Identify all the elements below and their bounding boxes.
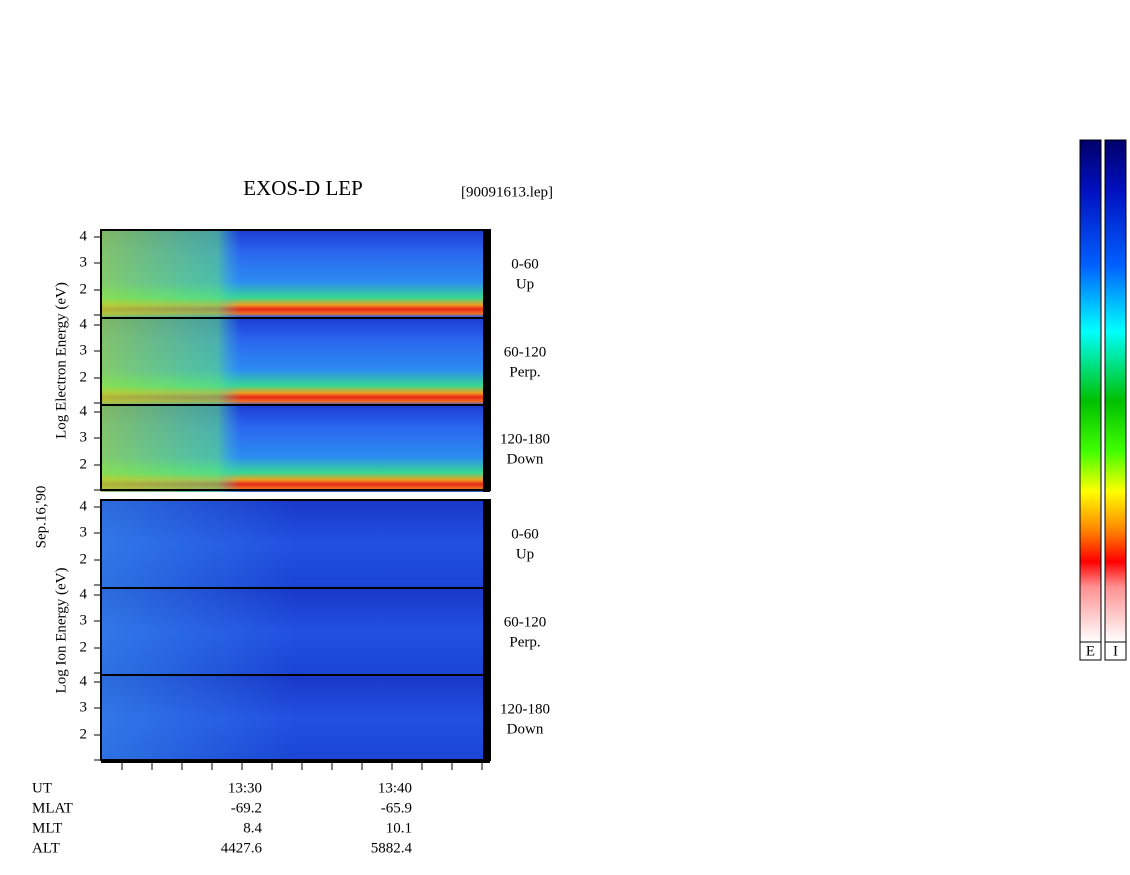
spectrogram-overlay: [101, 675, 490, 762]
colorbar-label: I: [1113, 643, 1118, 659]
row-name: MLT: [32, 820, 62, 836]
row-value: -69.2: [231, 800, 262, 816]
row-value: -65.9: [381, 800, 412, 816]
colorbar-label: E: [1086, 643, 1095, 659]
y-tick-label: 3: [80, 429, 88, 445]
y-tick-label: 2: [80, 551, 88, 567]
row-value: 10.1: [386, 820, 412, 836]
angle-label: 120-180: [500, 431, 550, 447]
direction-label: Down: [507, 451, 544, 467]
spectrogram-overlay: [101, 500, 490, 587]
direction-label: Perp.: [509, 634, 540, 650]
spectrogram-overlay: [101, 588, 490, 675]
angle-label: 0-60: [511, 526, 539, 542]
angle-label: 0-60: [511, 256, 539, 272]
colorbar: [1079, 139, 1102, 643]
data-gap: [483, 675, 490, 762]
data-gap: [483, 588, 490, 675]
y-tick-label: 2: [80, 639, 88, 655]
angle-label: 120-180: [500, 701, 550, 717]
angle-label: 60-120: [504, 614, 547, 630]
y-tick-label: 2: [80, 369, 88, 385]
row-value: 5882.4: [371, 840, 413, 856]
colorbar: [1104, 139, 1127, 643]
data-gap: [483, 318, 490, 405]
y-tick-label: 2: [80, 456, 88, 472]
y-tick-label: 2: [80, 726, 88, 742]
y-tick-label: 4: [80, 316, 88, 332]
y-tick-label: 3: [80, 699, 88, 715]
y-tick-label: 3: [80, 524, 88, 540]
angle-label: 60-120: [504, 344, 547, 360]
y-tick-label: 4: [80, 586, 88, 602]
direction-label: Up: [516, 546, 534, 562]
row-value: 8.4: [243, 820, 262, 836]
y-tick-label: 4: [80, 228, 88, 244]
y-tick-label: 3: [80, 612, 88, 628]
y-tick-label: 4: [80, 498, 88, 514]
date: Sep.16,'90: [33, 486, 49, 549]
colorbar-label-box: [1079, 641, 1102, 661]
data-gap: [483, 405, 490, 492]
row-value: 13:40: [378, 780, 412, 796]
spectrogram-overlay: [101, 318, 490, 405]
row-value: 4427.6: [221, 840, 263, 856]
file-name: [90091613.lep]: [461, 184, 553, 200]
title: EXOS-D LEP: [243, 176, 363, 200]
data-gap: [483, 500, 490, 587]
y-tick-label: 3: [80, 254, 88, 270]
y-tick-label: 4: [80, 673, 88, 689]
y-axis-label: Log Ion Energy (eV): [53, 568, 69, 694]
y-tick-label: 3: [80, 342, 88, 358]
data-gap: [483, 230, 490, 317]
row-name: ALT: [32, 840, 60, 856]
y-tick-label: 2: [80, 281, 88, 297]
row-name: MLAT: [32, 800, 73, 816]
spectrogram-overlay: [101, 405, 490, 492]
direction-label: Down: [507, 721, 544, 737]
group-frame: [100, 499, 491, 761]
row-name: UT: [32, 780, 52, 796]
y-tick-label: 4: [80, 403, 88, 419]
y-axis-label: Log Electron Energy (eV): [53, 282, 69, 439]
row-value: 13:30: [228, 780, 262, 796]
spectrogram-overlay: [101, 230, 490, 317]
group-frame: [100, 229, 491, 491]
colorbar-label-box: [1104, 641, 1127, 661]
direction-label: Up: [516, 276, 534, 292]
direction-label: Perp.: [509, 364, 540, 380]
